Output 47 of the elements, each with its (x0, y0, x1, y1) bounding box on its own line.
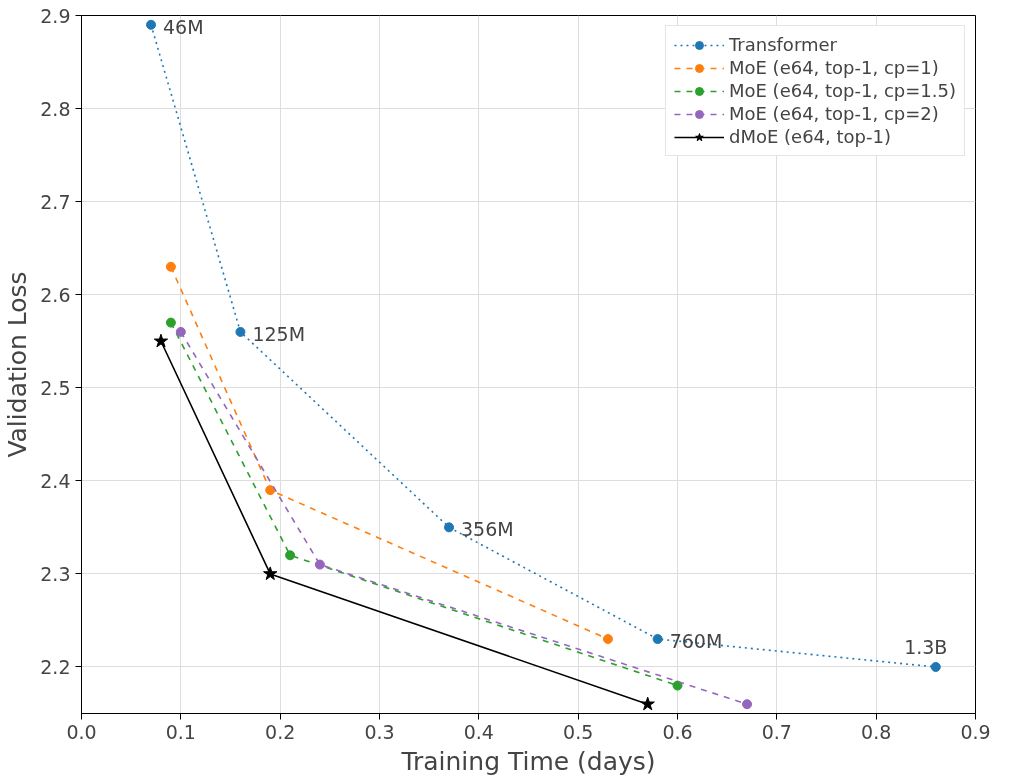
y-tick-label: 2.7 (40, 190, 71, 213)
point (175, 326, 186, 337)
point (640, 696, 655, 711)
x-tick-label: 0.7 (761, 720, 792, 743)
annotation: 1.3B (904, 635, 948, 658)
point (165, 261, 176, 272)
y-tick-label: 2.9 (40, 4, 71, 27)
point (672, 680, 683, 691)
legend-label: MoE (e64, top-1, cp=1) (728, 57, 939, 78)
legend-label: MoE (e64, top-1, cp=2) (728, 103, 939, 124)
x-tick-label: 0.0 (66, 720, 97, 743)
x-tick-label: 0.2 (265, 720, 296, 743)
legend-label: dMoE (e64, top-1) (728, 126, 891, 147)
x-tick-label: 0.4 (463, 720, 494, 743)
x-axis-title: Training Time (days) (400, 746, 656, 776)
x-tick-label: 0.6 (662, 720, 693, 743)
point (235, 326, 246, 337)
point (652, 634, 663, 645)
x-tick-label: 0.3 (364, 720, 395, 743)
x-tick-label: 0.5 (563, 720, 594, 743)
point (285, 550, 296, 561)
x-tick-label: 0.8 (861, 720, 892, 743)
y-tick-label: 2.8 (40, 97, 71, 120)
annotation: 125M (252, 322, 306, 345)
y-tick-label: 2.3 (40, 562, 71, 585)
y-tick-label: 2.4 (40, 469, 71, 492)
y-tick-label: 2.6 (40, 283, 71, 306)
point (165, 317, 176, 328)
point (153, 333, 169, 348)
point (314, 559, 325, 570)
point (265, 485, 276, 496)
y-tick-label: 2.2 (40, 655, 71, 678)
point (602, 634, 613, 645)
y-tick-label: 2.5 (40, 376, 71, 399)
legend-label: Transformer (728, 34, 837, 55)
x-tick-label: 0.9 (960, 720, 991, 743)
legend-label: MoE (e64, top-1, cp=1.5) (728, 80, 956, 101)
annotation: 356M (461, 518, 514, 541)
point (444, 522, 455, 533)
annotation: 46M (163, 15, 204, 38)
point (742, 699, 753, 710)
y-axis-title: Validation Loss (3, 271, 33, 458)
point (146, 19, 157, 30)
point (930, 661, 941, 672)
point (263, 566, 278, 581)
x-tick-label: 0.1 (165, 720, 196, 743)
annotation: 760M (669, 630, 723, 653)
